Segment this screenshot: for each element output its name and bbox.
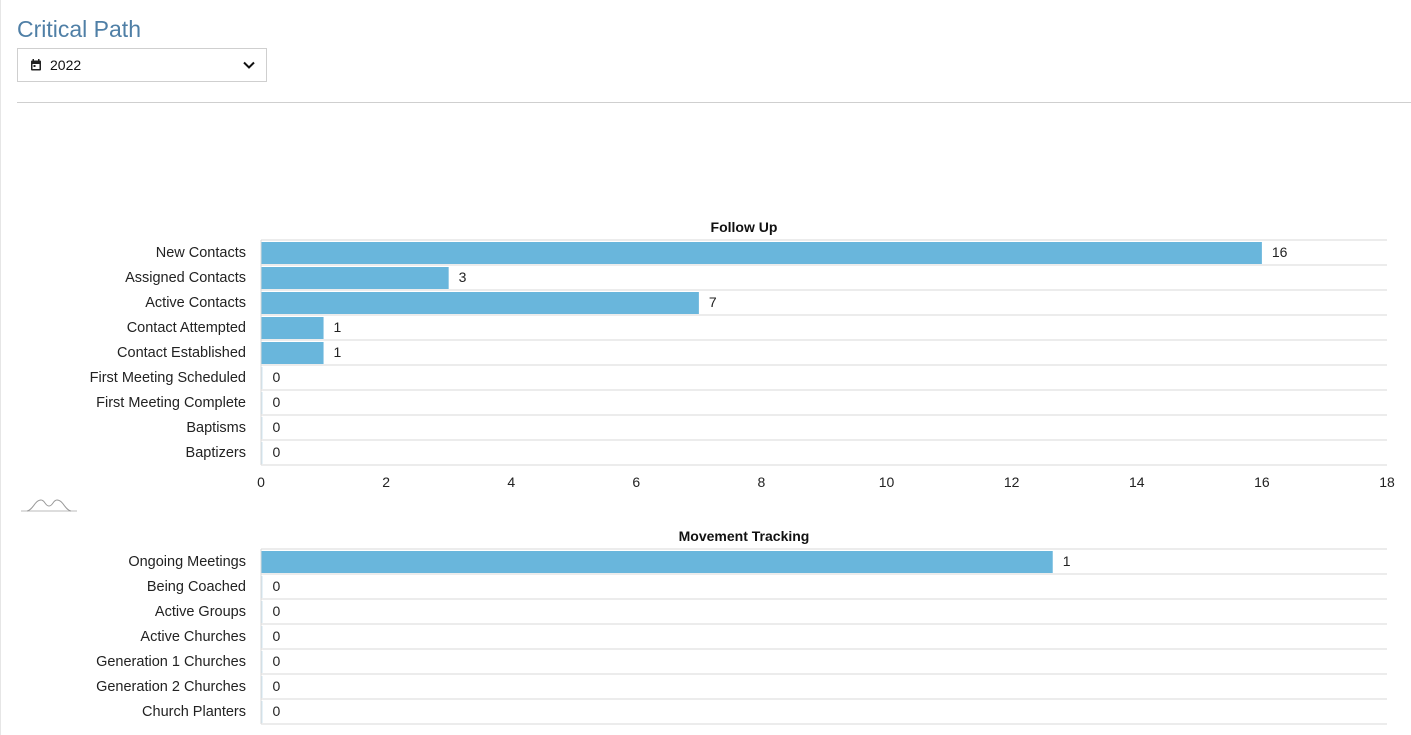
- data-label: 16: [1272, 244, 1288, 260]
- category-label: Ongoing Meetings: [128, 554, 246, 570]
- bar: [261, 367, 263, 389]
- category-label: Contact Attempted: [127, 320, 246, 336]
- category-label: Active Contacts: [145, 295, 246, 311]
- section-divider: [17, 102, 1411, 103]
- page-title: Critical Path: [17, 16, 141, 42]
- data-label: 0: [273, 678, 281, 694]
- calendar-icon: [31, 59, 41, 71]
- movement-chart-svg: Movement Tracking Ongoing Meetings 1 Being …: [96, 528, 1387, 725]
- category-label: Baptizers: [186, 445, 246, 461]
- bar: [261, 601, 263, 623]
- bar: [261, 651, 263, 673]
- bar: [261, 342, 324, 364]
- x-tick-label: 12: [1004, 474, 1020, 490]
- data-label: 0: [273, 603, 281, 619]
- follow-up-chart: Follow Up New Contacts 16 Assigned Contacts…: [1, 210, 1411, 500]
- category-label: Baptisms: [186, 420, 246, 436]
- x-tick-label: 8: [758, 474, 766, 490]
- data-label: 1: [1063, 553, 1071, 569]
- data-label: 0: [273, 578, 281, 594]
- category-label: Church Planters: [142, 704, 246, 720]
- data-label: 0: [273, 628, 281, 644]
- data-label: 7: [709, 294, 717, 310]
- bar: [261, 242, 1262, 264]
- bar: [261, 626, 263, 648]
- category-label: Being Coached: [147, 579, 246, 595]
- bar: [261, 676, 263, 698]
- year-select-value: 2022: [50, 57, 82, 73]
- data-label: 1: [334, 319, 342, 335]
- category-label: Contact Established: [117, 345, 246, 361]
- x-tick-label: 6: [632, 474, 640, 490]
- data-label: 0: [273, 444, 281, 460]
- category-label: First Meeting Complete: [96, 395, 246, 411]
- data-label: 0: [273, 369, 281, 385]
- data-label: 3: [459, 269, 467, 285]
- x-tick-label: 10: [879, 474, 895, 490]
- category-label: Generation 1 Churches: [96, 654, 246, 670]
- bar: [261, 292, 699, 314]
- movement-chart-title: Movement Tracking: [679, 528, 810, 544]
- bar: [261, 392, 263, 414]
- bar: [261, 576, 263, 598]
- category-label: Active Churches: [140, 629, 246, 645]
- movement-tracking-chart: Movement Tracking Ongoing Meetings 1 Being …: [1, 520, 1411, 735]
- chevron-down-icon: [243, 61, 255, 69]
- sparkline-icon: [21, 499, 77, 512]
- data-label: 1: [334, 344, 342, 360]
- bar: [261, 417, 263, 439]
- category-label: First Meeting Scheduled: [90, 370, 246, 386]
- category-label: Active Groups: [155, 604, 246, 620]
- year-select[interactable]: 2022: [17, 48, 267, 82]
- x-tick-label: 0: [257, 474, 265, 490]
- data-label: 0: [273, 394, 281, 410]
- data-label: 0: [273, 703, 281, 719]
- bar: [261, 317, 324, 339]
- bar: [261, 551, 1053, 573]
- x-tick-label: 14: [1129, 474, 1145, 490]
- follow-up-chart-title: Follow Up: [711, 219, 778, 235]
- data-label: 0: [273, 653, 281, 669]
- category-label: Generation 2 Churches: [96, 679, 246, 695]
- x-tick-label: 18: [1379, 474, 1395, 490]
- bar: [261, 267, 449, 289]
- bar: [261, 701, 263, 723]
- category-label: Assigned Contacts: [125, 270, 246, 286]
- x-tick-label: 2: [382, 474, 390, 490]
- bar: [261, 442, 263, 464]
- x-tick-label: 16: [1254, 474, 1270, 490]
- data-label: 0: [273, 419, 281, 435]
- category-label: New Contacts: [156, 245, 246, 261]
- x-tick-label: 4: [507, 474, 515, 490]
